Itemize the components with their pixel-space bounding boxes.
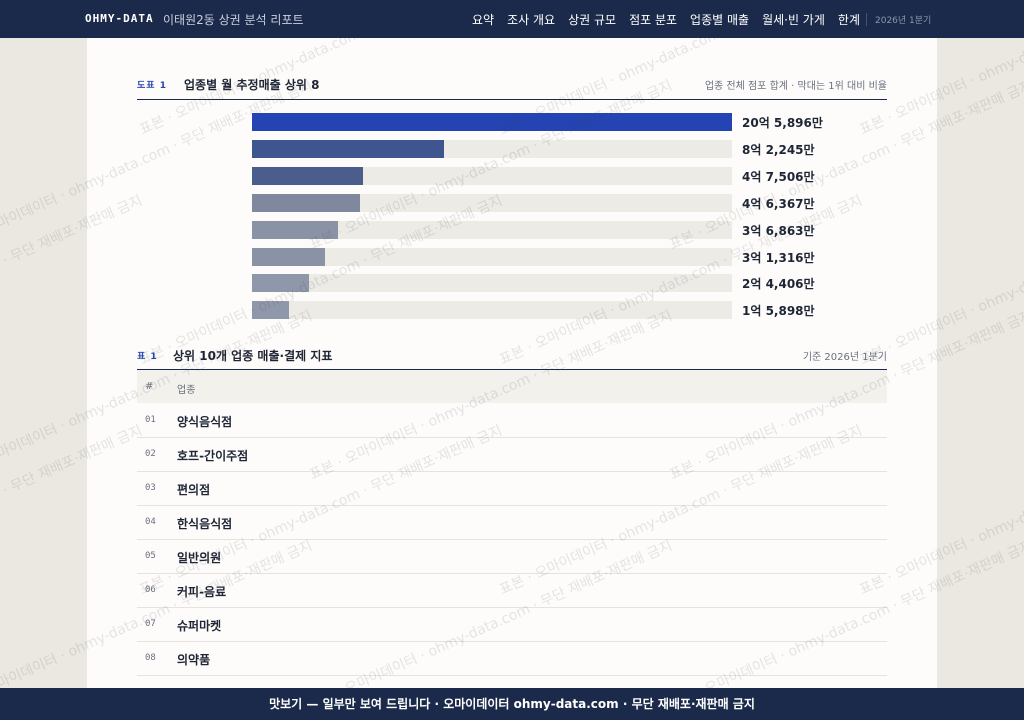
figure-label: 도표 1 xyxy=(137,81,167,91)
top-nav: OHMY-DATA 이태원2동 상권 분석 리포트 요약 조사 개요 상권 규모 점포… xyxy=(0,0,1024,38)
table-title: 상위 10개 업종 매출·결제 지표 xyxy=(173,349,333,363)
table-note: 기준 2026년 1분기 xyxy=(802,352,887,363)
table-cell: 커피-음료 xyxy=(177,585,227,599)
report-title: 이태원2동 상권 분석 리포트 xyxy=(163,13,304,27)
bar xyxy=(252,274,309,293)
rule xyxy=(137,369,887,370)
bar-track xyxy=(252,301,732,320)
row-divider xyxy=(137,471,887,472)
table-cell: 편의점 xyxy=(177,483,211,497)
table-cell: 03 xyxy=(145,483,156,493)
bar-track xyxy=(252,220,732,239)
menu-item[interactable]: 조사 개요 xyxy=(507,13,556,27)
table-cell: 07 xyxy=(145,619,156,629)
table-cell: 한식음식점 xyxy=(177,517,233,531)
value-label: 20억 5,896만 xyxy=(742,116,823,130)
row-divider xyxy=(137,505,887,506)
value-label: 2억 4,406만 xyxy=(742,277,815,292)
row-divider xyxy=(137,607,887,608)
rule xyxy=(137,99,887,100)
report-body: 도표 1 업종별 월 추정매출 상위 8 업종 전체 점포 합계 · 막대는 1… xyxy=(87,38,937,688)
brand[interactable]: OHMY-DATA xyxy=(85,12,154,25)
value-label: 4억 7,506만 xyxy=(742,169,815,184)
bar xyxy=(252,166,363,185)
table-cell: 호프-간이주점 xyxy=(177,449,249,463)
menu: 요약 조사 개요 상권 규모 점포 분포 업종별 매출 월세·빈 가게 한계 xyxy=(472,11,860,28)
row-divider xyxy=(137,573,887,574)
bar-track xyxy=(252,166,732,185)
bar-track xyxy=(252,274,732,293)
table-header-bg xyxy=(137,370,887,403)
menu-item[interactable]: 상권 규모 xyxy=(568,13,617,27)
value-label: 8억 2,245만 xyxy=(742,142,815,157)
value-label: 3억 1,316만 xyxy=(742,250,815,265)
row-divider xyxy=(137,539,887,540)
figure-note: 업종 전체 점포 합계 · 막대는 1위 대비 비율 xyxy=(704,81,887,92)
column-header: 업종 xyxy=(177,385,196,396)
column-header: # xyxy=(145,381,154,392)
bar xyxy=(252,247,325,266)
bar xyxy=(252,113,732,131)
footer: 맛보기 — 일부만 보여 드립니다 · 오마이데이터 ohmy-data.com… xyxy=(0,688,1024,720)
menu-item[interactable]: 점포 분포 xyxy=(629,13,678,27)
bar xyxy=(252,139,444,158)
row-divider xyxy=(137,641,887,642)
table-cell: 08 xyxy=(145,653,156,663)
table-cell: 02 xyxy=(145,449,156,459)
bar xyxy=(252,220,338,239)
table-cell: 05 xyxy=(145,551,156,561)
table-label: 표 1 xyxy=(137,352,158,362)
bar xyxy=(252,193,361,212)
bar-track xyxy=(252,247,732,266)
table-cell: 의약품 xyxy=(177,653,211,667)
value-label: 1억 5,898만 xyxy=(742,304,815,319)
menu-item[interactable]: 업종별 매출 xyxy=(690,13,750,27)
value-label: 3억 6,863만 xyxy=(742,223,815,238)
period: 2026년 1분기 xyxy=(866,13,931,26)
table-cell: 06 xyxy=(145,585,156,595)
table-cell: 양식음식점 xyxy=(177,415,233,429)
table-cell: 01 xyxy=(145,415,156,425)
value-label: 4억 6,367만 xyxy=(742,196,815,211)
table-cell: 일반의원 xyxy=(177,551,222,565)
menu-item[interactable]: 요약 xyxy=(472,13,495,27)
bar-track xyxy=(252,193,732,212)
figure-title: 업종별 월 추정매출 상위 8 xyxy=(184,78,320,92)
row-divider xyxy=(137,675,887,676)
bar xyxy=(252,301,290,320)
table-cell: 슈퍼마켓 xyxy=(177,619,222,633)
menu-item[interactable]: 한계 xyxy=(837,13,860,27)
table-cell: 04 xyxy=(145,517,156,527)
menu-item[interactable]: 월세·빈 가게 xyxy=(762,13,825,27)
row-divider xyxy=(137,437,887,438)
